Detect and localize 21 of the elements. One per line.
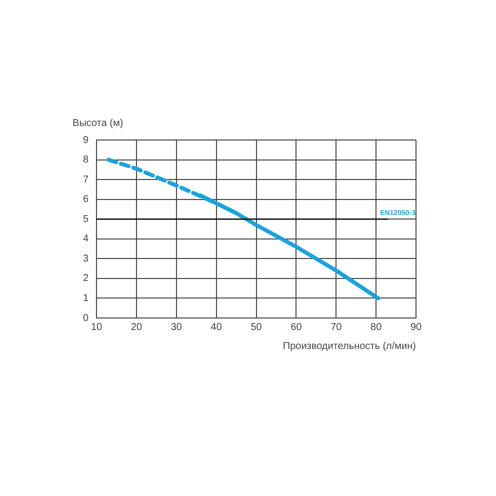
- x-tick-label: 90: [410, 322, 422, 333]
- y-tick-label: 2: [83, 273, 89, 284]
- x-tick-label: 30: [170, 322, 182, 333]
- x-tick-label: 80: [370, 322, 382, 333]
- y-tick-label: 8: [83, 154, 89, 166]
- y-tick-label: 5: [83, 214, 89, 225]
- y-tick-label: 9: [83, 134, 89, 146]
- y-tick-label: 0: [83, 312, 89, 324]
- y-tick-label: 7: [83, 174, 89, 186]
- y-tick-label: 3: [83, 253, 89, 264]
- x-tick-label: 50: [250, 322, 262, 333]
- x-tick-label: 20: [130, 322, 142, 333]
- y-axis-title: Высота (м): [72, 118, 124, 129]
- x-tick-label: 60: [290, 322, 302, 333]
- y-tick-label: 6: [83, 194, 89, 206]
- y-tick-label: 1: [83, 292, 89, 304]
- x-axis-title: Производительность (л/мин): [282, 340, 416, 352]
- x-tick-label: 10: [91, 322, 103, 333]
- x-tick-label: 70: [330, 322, 342, 333]
- x-tick-label: 40: [210, 322, 222, 333]
- y-tick-label: 4: [83, 234, 89, 245]
